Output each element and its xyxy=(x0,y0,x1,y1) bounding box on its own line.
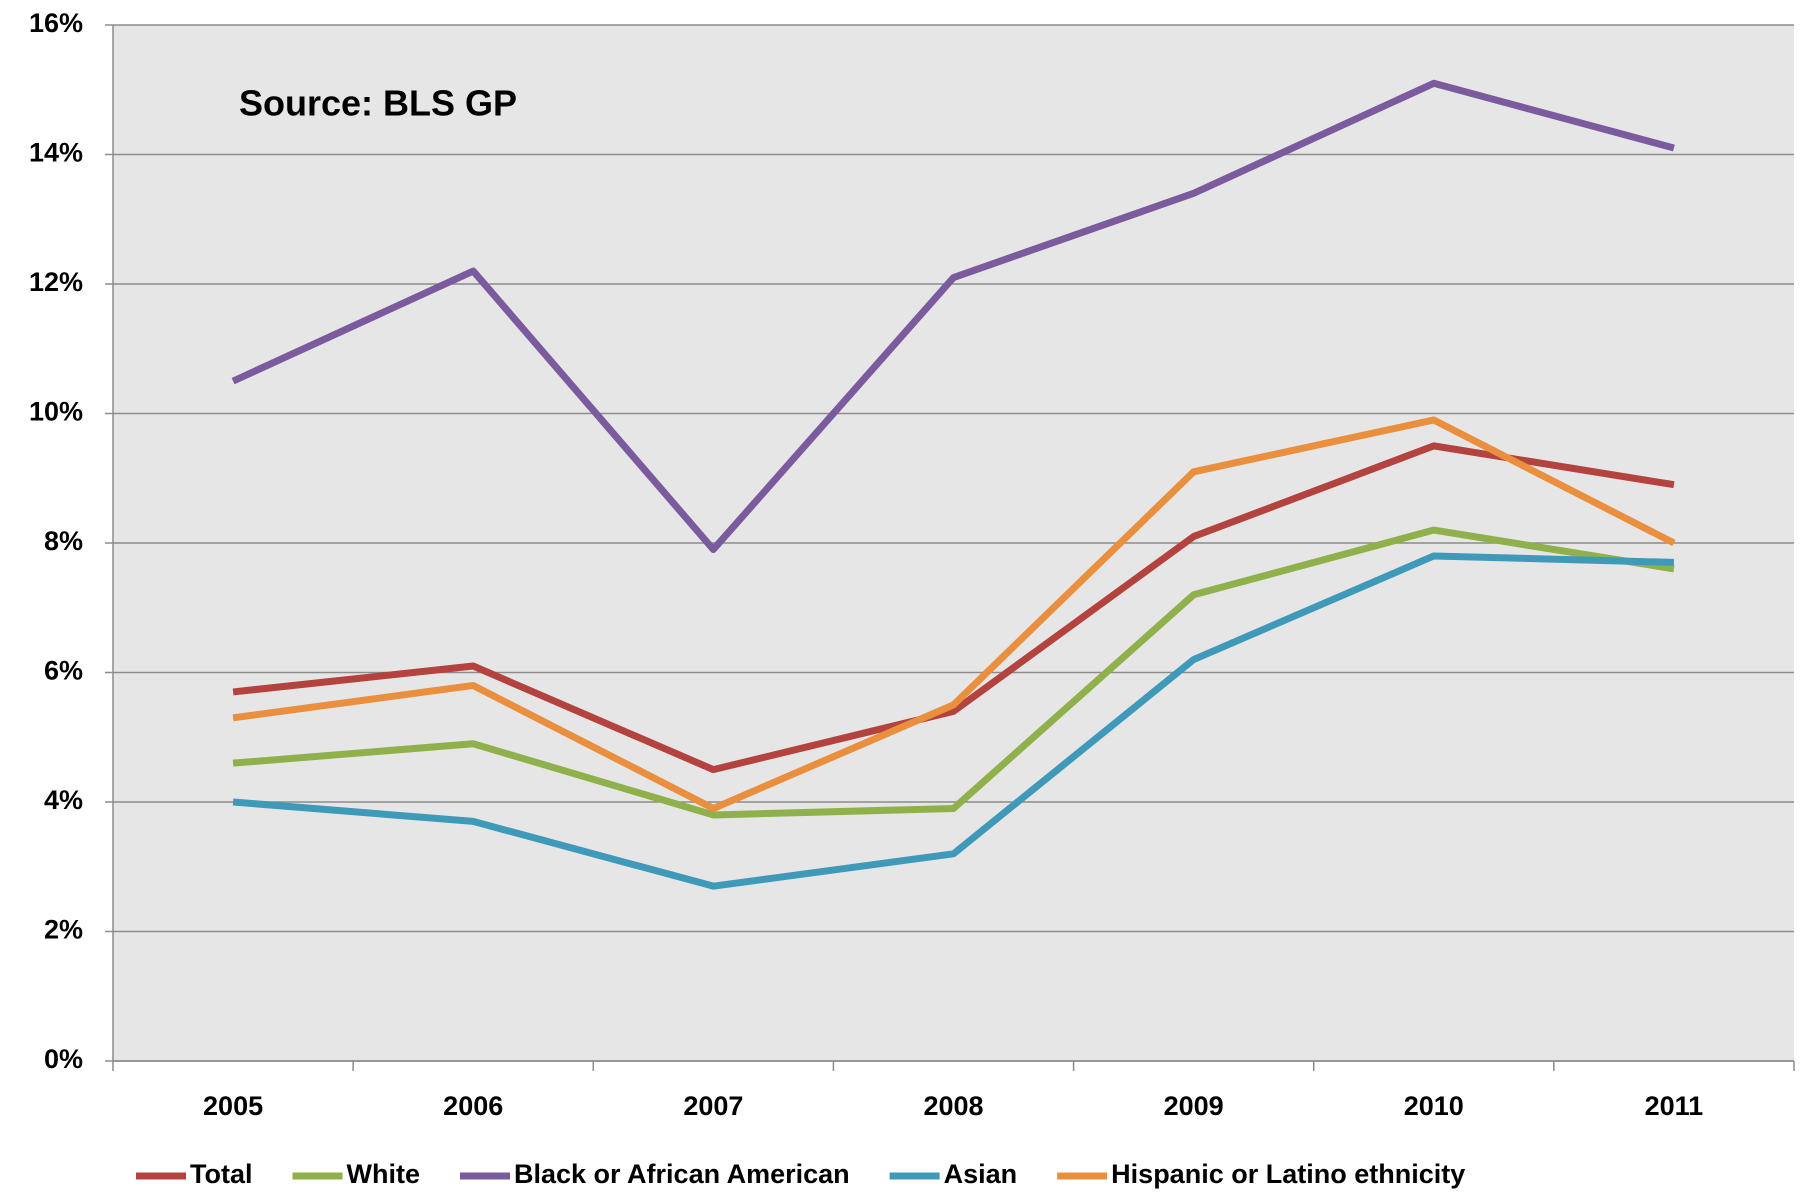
series-line xyxy=(232,552,1675,890)
x-tick-label: 2009 xyxy=(1164,1091,1224,1121)
y-tick-label: 14% xyxy=(29,138,83,168)
x-tick-label: 2011 xyxy=(1645,1091,1704,1121)
series-line xyxy=(231,79,1675,553)
y-tick-label: 8% xyxy=(44,526,83,556)
x-tick-label: 2010 xyxy=(1404,1091,1464,1121)
y-tick-label: 4% xyxy=(44,785,83,815)
series-line xyxy=(232,416,1676,812)
series-line xyxy=(232,526,1675,819)
y-tick-label: 2% xyxy=(44,915,83,945)
x-tick-label: 2007 xyxy=(683,1091,743,1121)
y-tick-label: 12% xyxy=(29,267,83,297)
legend-label: Asian xyxy=(944,1159,1018,1189)
y-tick-label: 0% xyxy=(44,1044,83,1074)
x-tick-label: 2006 xyxy=(443,1091,503,1121)
x-tick-label: 2005 xyxy=(203,1091,263,1121)
y-tick-label: 16% xyxy=(29,8,83,38)
legend-label: Hispanic or Latino ethnicity xyxy=(1111,1159,1465,1189)
y-tick-label: 6% xyxy=(44,656,83,686)
x-tick-label: 2008 xyxy=(923,1091,983,1121)
legend-label: Black or African American xyxy=(514,1159,850,1189)
legend-label: White xyxy=(347,1159,421,1189)
annotation: Source: BLS GP xyxy=(239,83,517,124)
legend-label: Total xyxy=(190,1159,253,1189)
series-line xyxy=(232,442,1675,774)
y-tick-label: 10% xyxy=(29,397,83,427)
